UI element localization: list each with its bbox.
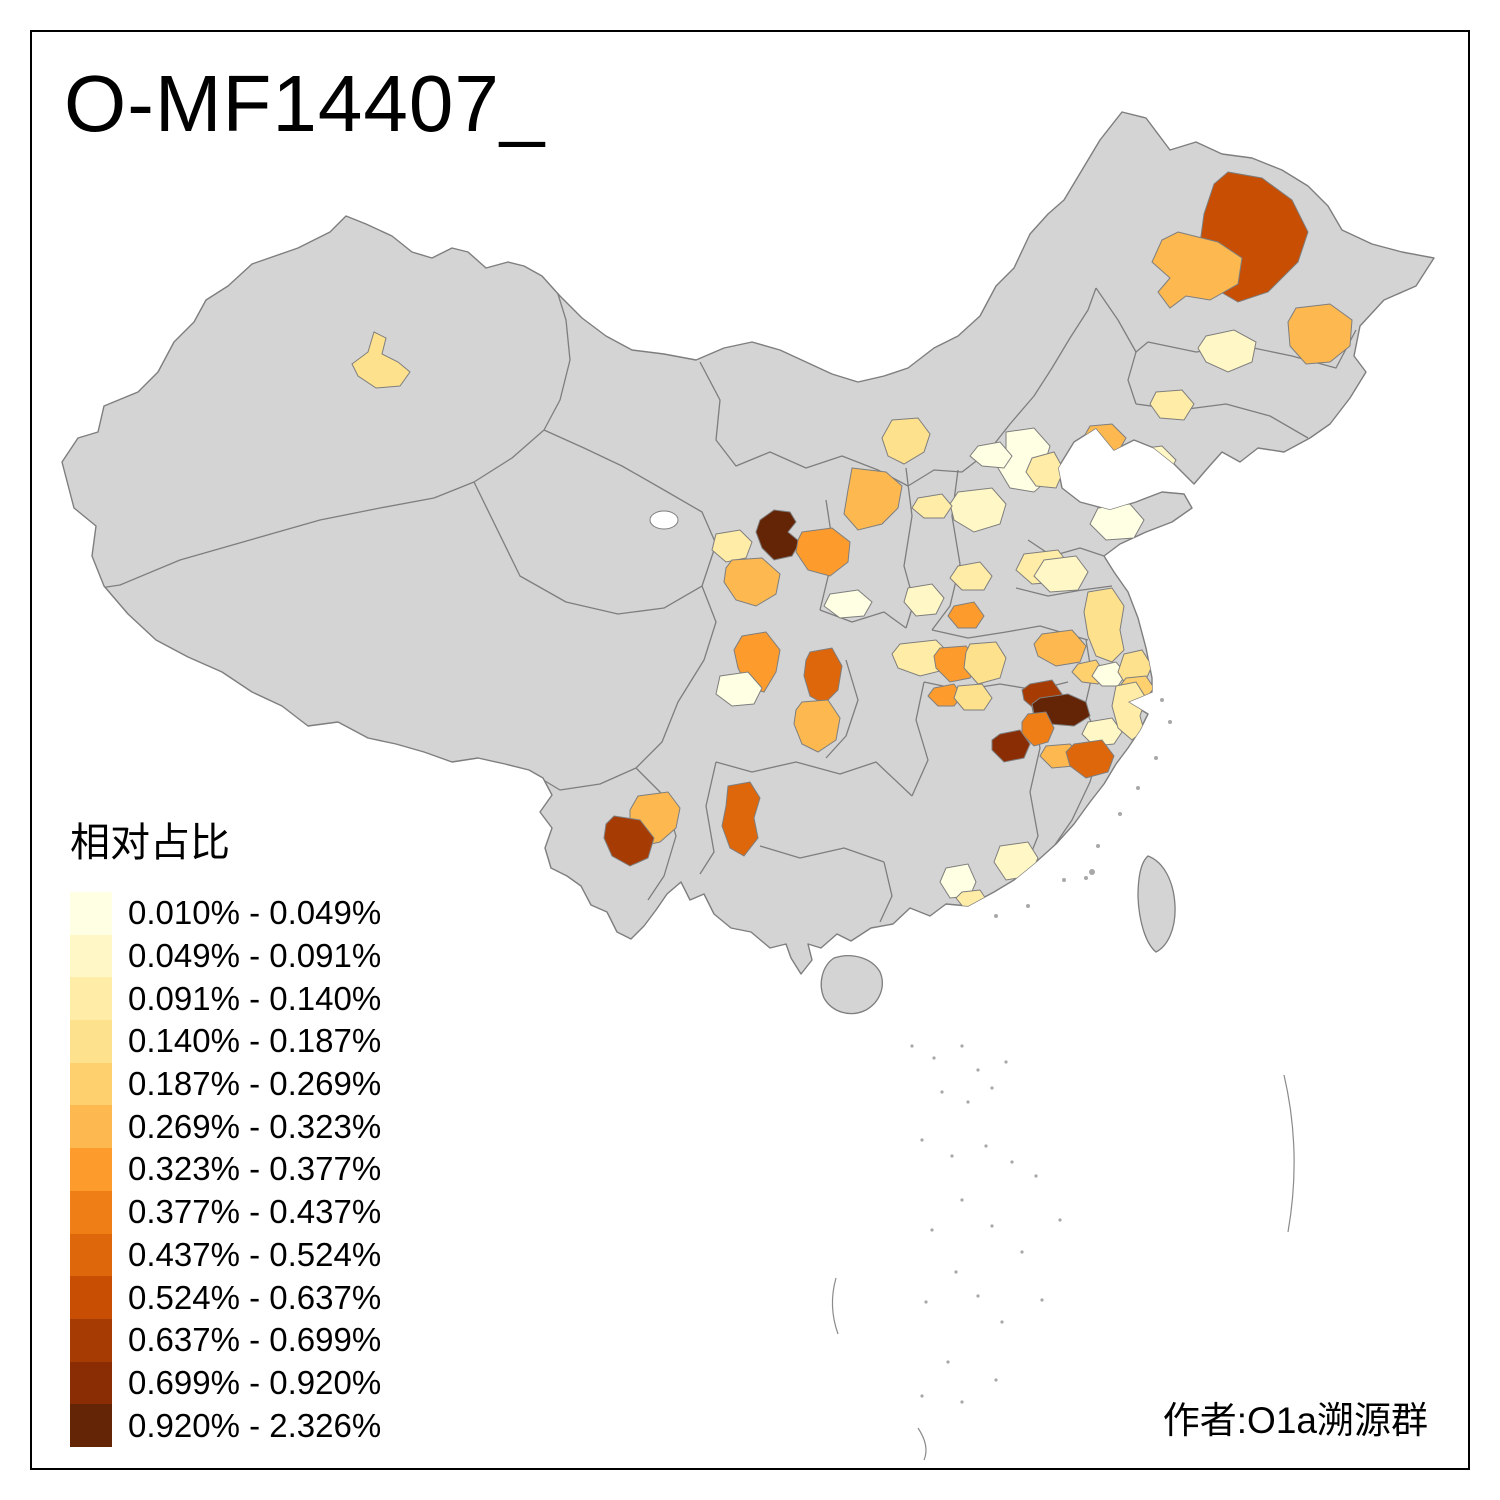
legend-row: 0.323% - 0.377% (70, 1148, 490, 1191)
legend-label: 0.269% - 0.323% (128, 1107, 382, 1145)
map-region (1025, 451, 1065, 489)
legend-label: 0.140% - 0.187% (128, 1022, 382, 1060)
legend: 相对占比 0.010% - 0.049% 0.049% - 0.091% 0.0… (70, 810, 490, 1447)
legend-row: 0.437% - 0.524% (70, 1233, 490, 1277)
legend-label: 0.091% - 0.140% (128, 979, 382, 1017)
legend-label: 0.010% - 0.049% (128, 894, 382, 932)
page-title: O-MF14407_ (64, 59, 546, 148)
taiwan-island (1137, 855, 1176, 953)
legend-swatch (70, 934, 112, 978)
map-region (721, 781, 761, 857)
legend-swatch (70, 1190, 112, 1234)
legend-rows: 0.010% - 0.049% 0.049% - 0.091% 0.091% -… (70, 892, 490, 1447)
map-region (715, 671, 763, 707)
map-region (351, 331, 411, 389)
map-region (1033, 555, 1089, 593)
legend-swatch (70, 1276, 112, 1319)
legend-row: 0.187% - 0.269% (70, 1062, 490, 1106)
map-region (1083, 587, 1125, 663)
legend-label: 0.524% - 0.637% (128, 1278, 382, 1316)
map-region (903, 583, 945, 617)
legend-row: 0.699% - 0.920% (70, 1361, 490, 1405)
legend-label: 0.187% - 0.269% (128, 1065, 382, 1103)
legend-row: 0.010% - 0.049% (70, 892, 490, 935)
legend-label: 0.437% - 0.524% (128, 1235, 382, 1273)
legend-row: 0.140% - 0.187% (70, 1020, 490, 1063)
map-region (723, 557, 781, 607)
map-region (911, 493, 953, 519)
attribution: 作者:O1a溯源群 (1162, 1400, 1428, 1441)
sea-islands (910, 698, 1172, 1404)
legend-row: 0.269% - 0.323% (70, 1105, 490, 1149)
legend-row: 0.920% - 2.326% (70, 1404, 490, 1447)
legend-swatch (70, 1361, 112, 1405)
map-region (823, 589, 873, 619)
map-region (969, 441, 1013, 469)
legend-swatch (70, 1062, 112, 1106)
map-region (1033, 629, 1087, 667)
legend-swatch (70, 1020, 112, 1063)
legend-swatch (70, 1404, 112, 1447)
map-region (1065, 739, 1115, 779)
legend-swatch (70, 1233, 112, 1277)
map-region (795, 527, 851, 577)
legend-swatch (70, 1105, 112, 1149)
legend-row: 0.049% - 0.091% (70, 934, 490, 978)
map-region (927, 683, 963, 707)
legend-swatch (70, 1148, 112, 1191)
legend-swatch (70, 892, 112, 935)
map-region (603, 815, 655, 867)
map-region (949, 561, 993, 591)
legend-label: 0.637% - 0.699% (128, 1321, 382, 1359)
legend-row: 0.091% - 0.140% (70, 977, 490, 1021)
map-region (1149, 389, 1195, 421)
legend-label: 0.920% - 2.326% (128, 1406, 382, 1444)
map-region (881, 417, 931, 465)
map-region (711, 529, 753, 563)
legend-label: 0.323% - 0.377% (128, 1150, 382, 1188)
map-region (963, 641, 1007, 685)
map-region (1151, 231, 1243, 309)
map-region (1081, 717, 1123, 747)
map-region (1287, 303, 1353, 365)
choropleth-regions (351, 171, 1353, 911)
legend-label: 0.377% - 0.437% (128, 1193, 382, 1231)
legend-swatch (70, 977, 112, 1021)
legend-label: 0.699% - 0.920% (128, 1363, 382, 1401)
map-region (947, 601, 985, 629)
map-region (843, 467, 903, 531)
map-region (953, 683, 993, 711)
sea-island-arcs (831, 1074, 1295, 1461)
qinghai-lake (649, 510, 679, 530)
map-region (991, 729, 1031, 763)
map-region (793, 699, 841, 753)
legend-row: 0.377% - 0.437% (70, 1190, 490, 1234)
legend-label: 0.049% - 0.091% (128, 937, 382, 975)
legend-title: 相对占比 (70, 821, 230, 865)
map-region (1021, 711, 1055, 747)
hainan-island (820, 955, 883, 1015)
legend-row: 0.524% - 0.637% (70, 1276, 490, 1319)
map-region (1197, 329, 1257, 373)
legend-row: 0.637% - 0.699% (70, 1318, 490, 1362)
legend-swatch (70, 1318, 112, 1362)
